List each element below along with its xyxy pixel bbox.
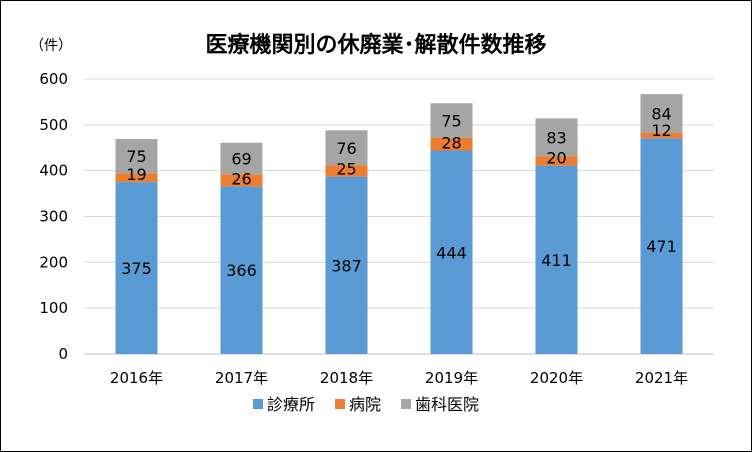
data-label: 83 — [546, 128, 566, 147]
x-tick-label: 2021年 — [635, 369, 688, 387]
legend-label: 病院 — [349, 395, 381, 414]
bar-segment — [640, 138, 683, 354]
data-label: 387 — [331, 256, 362, 275]
bar-segment — [535, 156, 578, 166]
legend-label: 診療所 — [267, 395, 315, 414]
bar-segment — [430, 103, 473, 138]
y-tick-label: 200 — [39, 253, 68, 271]
bar-segment — [325, 176, 368, 354]
data-label: 28 — [441, 134, 461, 153]
bar-segment — [535, 118, 578, 157]
legend-swatch — [401, 399, 411, 409]
bar-segment — [535, 165, 578, 354]
x-tick-label: 2019年 — [425, 369, 478, 387]
x-tick-label: 2016年 — [110, 369, 163, 387]
y-tick-label: 100 — [39, 299, 68, 317]
bar-segment — [640, 132, 683, 139]
legend: 診療所 病院 歯科医院 — [253, 395, 479, 414]
bar-segment — [640, 94, 683, 133]
chart-title: 医療機関別の休廃業･解散件数推移 — [205, 32, 546, 58]
x-tick-label: 2020年 — [530, 369, 583, 387]
y-axis-unit-label: （件） — [30, 38, 72, 54]
legend-label: 歯科医院 — [415, 395, 479, 414]
data-label: 75 — [441, 111, 461, 130]
data-label: 75 — [126, 147, 146, 166]
gridlines — [84, 78, 714, 355]
x-tick-label: 2018年 — [320, 369, 373, 387]
data-label: 76 — [336, 139, 356, 158]
data-label: 366 — [226, 261, 257, 280]
legend-swatch — [335, 399, 345, 409]
y-tick-label: 300 — [39, 208, 68, 226]
bar-segment — [430, 150, 473, 354]
bar-segment — [325, 130, 368, 166]
y-axis-ticks: 0 100 200 300 400 500 600 — [39, 70, 68, 363]
data-labels: 3751975366266938725764442875411208347112… — [121, 104, 677, 280]
data-label: 471 — [646, 237, 677, 256]
data-label: 12 — [651, 121, 671, 140]
bar-segment — [115, 182, 158, 354]
bar-segment — [220, 186, 263, 354]
y-tick-label: 400 — [39, 162, 68, 180]
data-label: 25 — [336, 160, 356, 179]
data-label: 375 — [121, 259, 152, 278]
bar-segment — [220, 174, 263, 187]
bar-segment — [115, 139, 158, 174]
data-label: 84 — [651, 104, 671, 123]
x-axis-ticks: 2016年 2017年 2018年 2019年 2020年 2021年 — [110, 369, 688, 387]
y-tick-label: 600 — [39, 70, 68, 88]
data-label: 411 — [541, 251, 572, 270]
x-tick-label: 2017年 — [215, 369, 268, 387]
bar-segment — [430, 137, 473, 151]
y-tick-label: 0 — [58, 345, 68, 363]
data-label: 26 — [231, 169, 251, 188]
data-label: 19 — [126, 165, 146, 184]
bar-segment — [220, 142, 263, 175]
bars — [115, 94, 683, 354]
data-label: 444 — [436, 243, 467, 262]
bar-segment — [115, 173, 158, 183]
y-tick-label: 500 — [39, 116, 68, 134]
data-label: 69 — [231, 150, 251, 169]
data-label: 20 — [546, 149, 566, 168]
legend-swatch — [253, 399, 263, 409]
bar-segment — [325, 165, 368, 177]
